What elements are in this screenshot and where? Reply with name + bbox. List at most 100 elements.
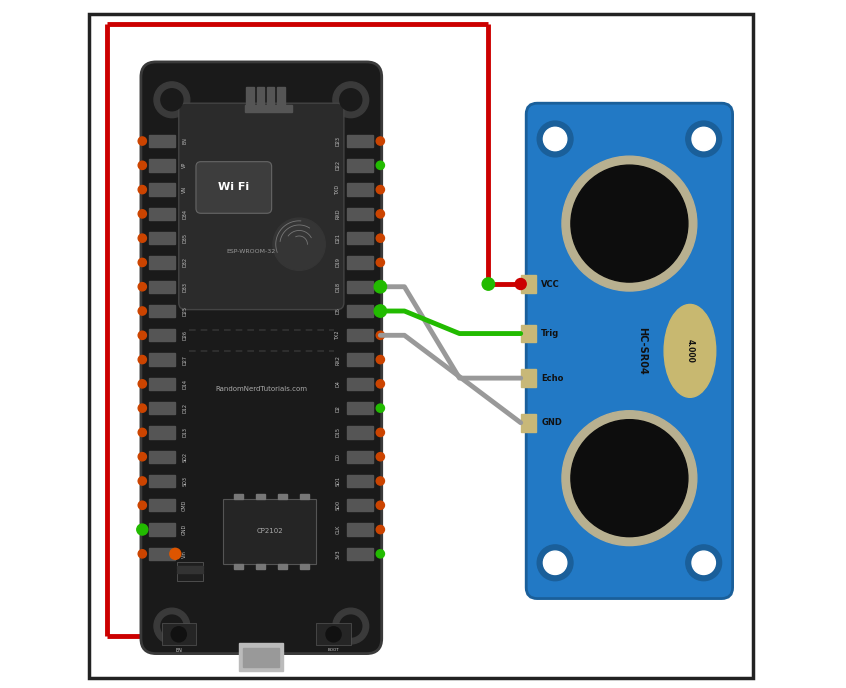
Circle shape	[138, 186, 146, 194]
Circle shape	[154, 82, 190, 118]
Text: CMD: CMD	[182, 499, 187, 511]
Text: RX2: RX2	[336, 354, 340, 365]
Bar	[233, 494, 243, 499]
Circle shape	[692, 127, 716, 151]
Text: D4: D4	[336, 380, 340, 387]
Circle shape	[543, 127, 567, 151]
Text: D26: D26	[182, 330, 187, 341]
FancyBboxPatch shape	[526, 103, 733, 599]
Bar	[348, 232, 373, 244]
Bar	[348, 499, 373, 511]
Circle shape	[562, 156, 697, 291]
Circle shape	[686, 545, 722, 581]
Circle shape	[376, 210, 384, 218]
Bar	[520, 369, 536, 387]
Text: D18: D18	[336, 281, 340, 292]
Bar	[348, 524, 373, 536]
Text: EN: EN	[182, 138, 187, 144]
Bar	[348, 329, 373, 341]
Bar	[348, 256, 373, 268]
Circle shape	[137, 524, 148, 535]
Circle shape	[138, 550, 146, 558]
Text: Echo: Echo	[541, 374, 563, 383]
Bar	[348, 135, 373, 147]
Bar	[348, 281, 373, 293]
Text: TX2: TX2	[336, 330, 340, 340]
Text: D19: D19	[336, 257, 340, 268]
Text: 4.000: 4.000	[685, 339, 695, 363]
Circle shape	[376, 501, 384, 509]
Circle shape	[138, 356, 146, 364]
Text: Vin: Vin	[182, 550, 187, 558]
Bar	[149, 135, 175, 147]
Text: Trig: Trig	[541, 329, 559, 338]
Bar	[149, 427, 175, 439]
Text: EN: EN	[175, 648, 182, 653]
Text: D13: D13	[182, 427, 187, 438]
Bar	[348, 208, 373, 220]
Circle shape	[537, 545, 573, 581]
Bar	[520, 325, 536, 343]
Bar	[246, 87, 254, 107]
Text: D14: D14	[182, 379, 187, 389]
Circle shape	[376, 477, 384, 485]
Bar	[149, 208, 175, 220]
Text: SD2: SD2	[182, 452, 187, 462]
Circle shape	[340, 615, 362, 637]
Text: D22: D22	[336, 160, 340, 171]
Bar	[348, 378, 373, 390]
Text: D0: D0	[336, 453, 340, 460]
Circle shape	[138, 137, 146, 145]
Bar	[244, 648, 279, 667]
Text: D32: D32	[182, 257, 187, 268]
Text: Wi Fi: Wi Fi	[218, 182, 250, 193]
Text: RXD: RXD	[336, 208, 340, 219]
Text: D33: D33	[182, 281, 187, 292]
Circle shape	[138, 234, 146, 242]
Bar	[149, 475, 175, 487]
Circle shape	[376, 186, 384, 194]
Circle shape	[376, 307, 384, 315]
Circle shape	[376, 137, 384, 145]
Circle shape	[376, 380, 384, 388]
Circle shape	[161, 615, 183, 637]
FancyBboxPatch shape	[196, 162, 272, 213]
Circle shape	[154, 608, 190, 644]
Circle shape	[482, 278, 495, 290]
Bar	[149, 548, 175, 560]
Text: SD3: SD3	[182, 476, 187, 486]
Circle shape	[138, 283, 146, 291]
Text: RandomNerdTutorials.com: RandomNerdTutorials.com	[216, 386, 307, 391]
Text: D21: D21	[336, 233, 340, 243]
Circle shape	[332, 608, 369, 644]
Bar	[177, 566, 203, 569]
Circle shape	[562, 411, 697, 546]
Text: GND: GND	[182, 524, 187, 535]
Bar	[244, 105, 292, 112]
Circle shape	[138, 453, 146, 461]
Circle shape	[138, 161, 146, 169]
Circle shape	[138, 404, 146, 412]
Circle shape	[515, 279, 526, 290]
Bar	[348, 159, 373, 171]
Text: BOOT: BOOT	[327, 648, 339, 652]
Circle shape	[138, 477, 146, 485]
Circle shape	[686, 121, 722, 157]
Bar	[149, 329, 175, 341]
Text: D23: D23	[336, 136, 340, 146]
Circle shape	[138, 526, 146, 534]
Circle shape	[161, 89, 183, 111]
Bar	[177, 570, 203, 573]
Text: D15: D15	[336, 427, 340, 438]
Circle shape	[170, 548, 181, 559]
Text: ESP-WROOM-32: ESP-WROOM-32	[227, 248, 276, 254]
Bar	[149, 305, 175, 317]
FancyBboxPatch shape	[179, 103, 343, 310]
Text: D35: D35	[182, 233, 187, 243]
Circle shape	[374, 281, 387, 293]
Bar	[348, 184, 373, 196]
Bar	[348, 305, 373, 317]
Bar	[149, 451, 175, 463]
Circle shape	[376, 283, 384, 291]
Bar	[348, 475, 373, 487]
